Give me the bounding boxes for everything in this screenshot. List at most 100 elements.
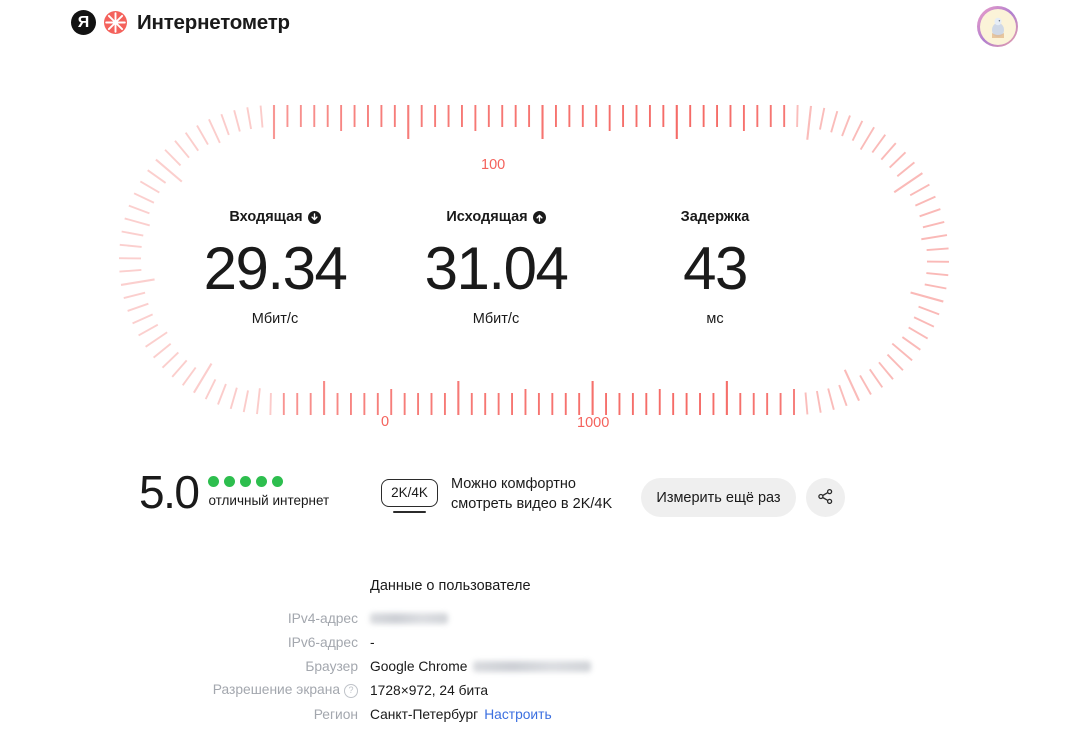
gauge-tick (896, 161, 915, 177)
gauge-tick (889, 151, 907, 169)
yandex-logo-letter: Я (77, 13, 90, 31)
configure-region-link[interactable]: Настроить (484, 706, 552, 722)
gauge-tick (220, 113, 230, 136)
gauge-tick (196, 124, 209, 146)
user-data-value: - (370, 634, 375, 650)
score-value: 5.0 (139, 466, 200, 518)
gauge-tick (242, 390, 249, 413)
stat-download-label: Входящая (229, 209, 303, 225)
gauge-tick (204, 378, 217, 400)
gauge-tick (259, 105, 264, 128)
gauge-tick (859, 126, 875, 151)
redacted-value (370, 613, 448, 625)
redacted-value (473, 661, 592, 673)
gauge-tick (233, 109, 241, 132)
user-data-table: IPv4-адрес IPv6-адрес - Браузер Google Chrom… (0, 606, 1068, 726)
screen-quality-icon: 2K/4K (381, 478, 438, 513)
gauge-label-0: 0 (381, 414, 390, 430)
gauge-tick (174, 140, 190, 159)
stat-latency-label: Задержка (680, 209, 750, 225)
help-icon[interactable]: ? (344, 683, 358, 698)
gauge-tick (164, 149, 182, 167)
gauge-tick (886, 353, 904, 371)
quality-text-line2: смотреть видео в 2K/4K (451, 496, 613, 512)
stat-upload-value: 31.04 (424, 235, 569, 302)
gauge-tick (910, 291, 944, 303)
gauge-tick (926, 247, 949, 251)
gauge-tick (859, 374, 872, 396)
gauge-tick (908, 326, 929, 340)
user-data-value: 1728×972, 24 бита (370, 682, 489, 698)
stats-row: Входящая 29.34 Мбит/с Исходящая 31.04 Мб… (0, 208, 1068, 338)
gauge-tick (838, 384, 848, 407)
logo-link[interactable]: Я Интернетометр (71, 10, 290, 35)
user-data-value: Санкт-Петербург Настроить (370, 706, 552, 722)
user-data-row: IPv4-адрес (0, 606, 1068, 630)
user-data-key: Браузер (305, 658, 358, 674)
stat-download-value: 29.34 (203, 235, 348, 302)
score-dots (208, 476, 329, 487)
upload-arrow-icon (532, 210, 546, 224)
gauge-tick (246, 107, 253, 130)
gauge-tick (138, 323, 159, 337)
download-arrow-icon (307, 210, 321, 224)
remeasure-button[interactable]: Измерить ещё раз (641, 478, 796, 517)
gauge-tick (804, 392, 809, 415)
gauge-tick (901, 336, 921, 351)
stat-download-unit: Мбит/с (251, 311, 299, 327)
gauge-tick (127, 302, 149, 312)
score-dot (224, 476, 236, 487)
summary-row: 5.0 отличный интернет 2K/4K Можно комфор… (0, 466, 1068, 530)
gauge-tick (161, 351, 179, 369)
gauge-tick (184, 132, 199, 152)
gauge-tick (229, 387, 238, 410)
user-data-row: Регион Санкт-Петербург Настроить (0, 702, 1068, 726)
score-detail: отличный интернет (208, 466, 329, 508)
gauge-ticks (118, 105, 950, 415)
gauge-tick (921, 234, 948, 241)
gauge-tick (132, 313, 154, 325)
screen-quality-label: 2K/4K (381, 478, 438, 507)
share-button[interactable] (806, 478, 845, 517)
gauge-tick (827, 388, 835, 411)
gauge-tick (871, 134, 887, 154)
user-data-key: Разрешение экрана? (0, 678, 370, 702)
stat-download-header: Входящая (160, 208, 390, 226)
stat-latency-unit: мс (706, 311, 724, 327)
gauge-tick (796, 105, 799, 128)
stat-latency: Задержка 43 мс (600, 208, 830, 327)
score-dot (272, 476, 284, 487)
stat-latency-header: Задержка (600, 208, 830, 226)
gauge-tick (893, 172, 923, 194)
gauge-tick (909, 183, 930, 197)
user-data-key: IPv4-адрес (287, 610, 358, 626)
app-title: Интернетометр (137, 10, 290, 34)
score-caption: отличный интернет (208, 493, 330, 508)
user-data-key: IPv6-адрес (287, 634, 358, 650)
gauge-tick (830, 110, 839, 133)
user-data-key: Регион (313, 706, 358, 722)
user-data-value: Google Chrome (370, 654, 1068, 678)
gauge-tick (256, 388, 261, 415)
quality-block: 2K/4K Можно комфортно смотреть видео в 2… (381, 474, 612, 514)
gauge-tick (155, 158, 183, 183)
stat-latency-value: 43 (683, 235, 748, 302)
gauge-tick (119, 243, 142, 248)
user-data-row: Браузер Google Chrome (0, 654, 1068, 678)
gauge-label-1000: 1000 (577, 415, 610, 431)
gauge-tick (121, 230, 144, 237)
gauge-tick (145, 331, 168, 348)
user-data-title: Данные о пользователе (370, 578, 531, 594)
gauge-tick (181, 366, 197, 386)
gauge-tick (880, 142, 897, 161)
flower-icon (103, 10, 128, 35)
avatar-image (979, 8, 1016, 45)
gauge-tick (123, 291, 146, 300)
speed-gauge: 100 0 1000 (0, 60, 1068, 460)
avatar[interactable] (977, 6, 1018, 47)
gauge-tick (124, 217, 150, 227)
gauge-tick (843, 369, 861, 402)
quality-text-line1: Можно комфортно (451, 476, 576, 492)
gauge-tick (806, 105, 813, 140)
gauge-tick (924, 283, 947, 290)
